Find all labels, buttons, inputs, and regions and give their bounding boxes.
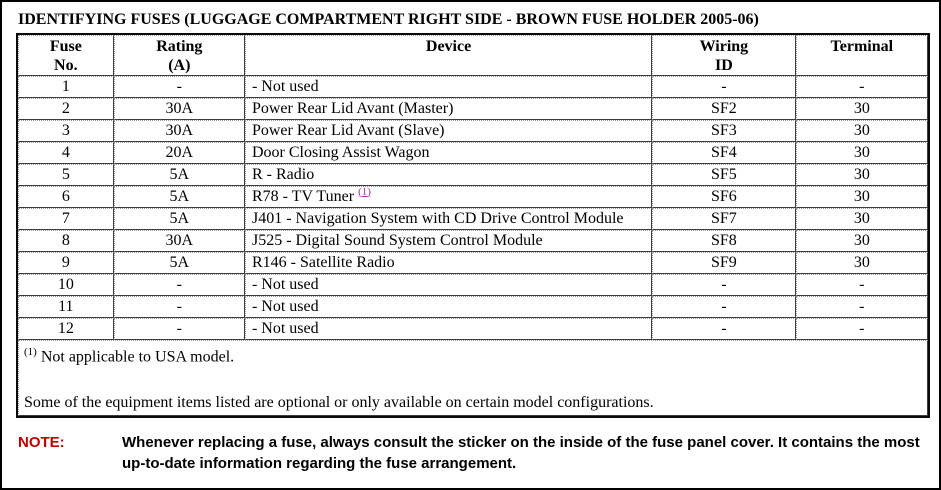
header-terminal: Terminal bbox=[795, 35, 928, 76]
cell-device: - Not used bbox=[244, 318, 653, 340]
cell-terminal: 30 bbox=[795, 252, 928, 274]
cell-rating: 20A bbox=[113, 142, 245, 164]
cell-device: - Not used bbox=[244, 296, 653, 318]
footnote-usa-model: (1) Not applicable to USA model. bbox=[24, 343, 921, 366]
cell-terminal: 30 bbox=[795, 120, 928, 142]
cell-terminal: 30 bbox=[795, 208, 928, 230]
cell-rating: 30A bbox=[113, 120, 245, 142]
header-rating: Rating (A) bbox=[113, 35, 245, 76]
cell-fuse-no: 6 bbox=[18, 186, 114, 208]
cell-device: R - Radio bbox=[244, 164, 653, 186]
cell-terminal: 30 bbox=[795, 142, 928, 164]
cell-wiring-id: SF2 bbox=[652, 98, 796, 120]
page-title: IDENTIFYING FUSES (LUGGAGE COMPARTMENT R… bbox=[18, 11, 759, 28]
cell-device: R146 - Satellite Radio bbox=[244, 252, 653, 274]
cell-fuse-no: 5 bbox=[18, 164, 114, 186]
page-container: IDENTIFYING FUSES (LUGGAGE COMPARTMENT R… bbox=[2, 2, 939, 474]
cell-wiring-id: - bbox=[652, 274, 796, 296]
cell-fuse-no: 10 bbox=[18, 274, 114, 296]
note-block: NOTE: Whenever replacing a fuse, always … bbox=[18, 432, 928, 474]
header-fuse-no: Fuse No. bbox=[18, 35, 114, 76]
table-row: 12 - - Not used - - bbox=[18, 318, 928, 340]
table-row: 8 30A J525 - Digital Sound System Contro… bbox=[18, 230, 928, 252]
cell-fuse-no: 1 bbox=[18, 76, 114, 98]
table-row: 2 30A Power Rear Lid Avant (Master) SF2 … bbox=[18, 98, 928, 120]
table-row: 1 - - Not used - - bbox=[18, 76, 928, 98]
cell-device: - Not used bbox=[244, 274, 653, 296]
header-wiring-id: Wiring ID bbox=[652, 35, 796, 76]
fuse-table: Fuse No. Rating (A) Device Wiring ID Ter… bbox=[16, 33, 930, 419]
cell-rating: - bbox=[113, 76, 245, 98]
table-row: 3 30A Power Rear Lid Avant (Slave) SF3 3… bbox=[18, 120, 928, 142]
cell-terminal: 30 bbox=[795, 230, 928, 252]
footnote-text: Not applicable to USA model. bbox=[36, 348, 235, 366]
cell-rating: - bbox=[113, 274, 245, 296]
note-text: Whenever replacing a fuse, always consul… bbox=[122, 434, 920, 473]
table-row: 7 5A J401 - Navigation System with CD Dr… bbox=[18, 208, 928, 230]
cell-device: Power Rear Lid Avant (Master) bbox=[244, 98, 653, 120]
cell-rating: 5A bbox=[113, 186, 245, 208]
cell-terminal: - bbox=[795, 318, 928, 340]
cell-device: Door Closing Assist Wagon bbox=[244, 142, 653, 164]
cell-terminal: - bbox=[795, 274, 928, 296]
cell-terminal: - bbox=[795, 76, 928, 98]
cell-fuse-no: 8 bbox=[18, 230, 114, 252]
cell-device: J401 - Navigation System with CD Drive C… bbox=[244, 208, 653, 230]
cell-wiring-id: - bbox=[652, 76, 796, 98]
cell-wiring-id: SF7 bbox=[652, 208, 796, 230]
table-row: 6 5A R78 - TV Tuner (1) SF6 30 bbox=[18, 186, 928, 208]
cell-fuse-no: 3 bbox=[18, 120, 114, 142]
cell-wiring-id: SF9 bbox=[652, 252, 796, 274]
cell-device: - Not used bbox=[244, 76, 653, 98]
cell-device: J525 - Digital Sound System Control Modu… bbox=[244, 230, 653, 252]
cell-rating: - bbox=[113, 296, 245, 318]
cell-rating: 30A bbox=[113, 98, 245, 120]
table-row: 10 - - Not used - - bbox=[18, 274, 928, 296]
footnote-marker: (1) bbox=[24, 346, 37, 358]
table-row: 11 - - Not used - - bbox=[18, 296, 928, 318]
cell-rating: 30A bbox=[113, 230, 245, 252]
cell-terminal: 30 bbox=[795, 186, 928, 208]
cell-rating: 5A bbox=[113, 208, 245, 230]
table-footnotes-cell: (1) Not applicable to USA model. Some of… bbox=[18, 340, 928, 417]
cell-fuse-no: 7 bbox=[18, 208, 114, 230]
footnote-1-link[interactable]: (1) bbox=[358, 186, 371, 198]
cell-rating: - bbox=[113, 318, 245, 340]
header-row: Fuse No. Rating (A) Device Wiring ID Ter… bbox=[18, 35, 928, 76]
cell-wiring-id: SF3 bbox=[652, 120, 796, 142]
cell-fuse-no: 2 bbox=[18, 98, 114, 120]
table-row: 9 5A R146 - Satellite Radio SF9 30 bbox=[18, 252, 928, 274]
cell-fuse-no: 4 bbox=[18, 142, 114, 164]
table-row: 4 20A Door Closing Assist Wagon SF4 30 bbox=[18, 142, 928, 164]
cell-fuse-no: 12 bbox=[18, 318, 114, 340]
cell-device: R78 - TV Tuner (1) bbox=[244, 186, 653, 208]
header-device: Device bbox=[244, 35, 653, 76]
cell-terminal: 30 bbox=[795, 164, 928, 186]
cell-wiring-id: SF5 bbox=[652, 164, 796, 186]
fuse-table-header: Fuse No. Rating (A) Device Wiring ID Ter… bbox=[18, 35, 928, 76]
fuse-table-body: 1 - - Not used - - 2 30A Power Rear Lid … bbox=[18, 76, 928, 417]
cell-fuse-no: 11 bbox=[18, 296, 114, 318]
note-label: NOTE: bbox=[18, 434, 65, 452]
cell-terminal: - bbox=[795, 296, 928, 318]
cell-wiring-id: - bbox=[652, 296, 796, 318]
device-label: R78 - TV Tuner bbox=[251, 188, 355, 205]
cell-terminal: 30 bbox=[795, 98, 928, 120]
cell-rating: 5A bbox=[113, 164, 245, 186]
cell-wiring-id: SF6 bbox=[652, 186, 796, 208]
cell-wiring-id: - bbox=[652, 318, 796, 340]
cell-wiring-id: SF8 bbox=[652, 230, 796, 252]
footnote-equipment: Some of the equipment items listed are o… bbox=[24, 394, 654, 412]
footnote-superscript: (1) bbox=[354, 186, 371, 198]
table-footer-row: (1) Not applicable to USA model. Some of… bbox=[18, 340, 928, 417]
table-row: 5 5A R - Radio SF5 30 bbox=[18, 164, 928, 186]
cell-rating: 5A bbox=[113, 252, 245, 274]
cell-wiring-id: SF4 bbox=[652, 142, 796, 164]
cell-device: Power Rear Lid Avant (Slave) bbox=[244, 120, 653, 142]
cell-fuse-no: 9 bbox=[18, 252, 114, 274]
